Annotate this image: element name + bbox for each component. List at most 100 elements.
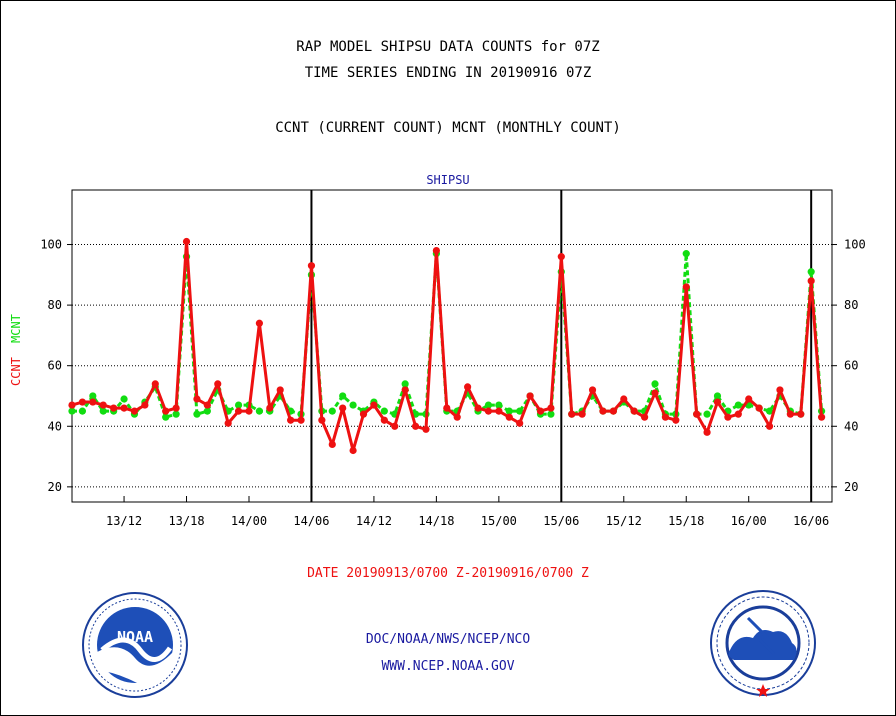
data-point-ccnt (287, 416, 295, 424)
y-tick-label-left: 100 (40, 238, 62, 252)
data-point-ccnt (464, 383, 472, 391)
x-tick-label: 15/12 (606, 514, 642, 528)
data-point-mcnt (380, 407, 388, 415)
data-point-mcnt (682, 250, 690, 258)
data-point-ccnt (651, 389, 659, 397)
data-point-ccnt (297, 416, 305, 424)
x-tick-label: 14/12 (356, 514, 392, 528)
x-tick-label: 15/18 (668, 514, 704, 528)
data-point-ccnt (786, 410, 794, 418)
data-point-ccnt (516, 419, 524, 427)
data-point-ccnt (276, 386, 284, 394)
data-point-ccnt (807, 277, 815, 285)
nws-logo (710, 590, 816, 697)
data-point-ccnt (817, 413, 826, 421)
data-point-mcnt (68, 407, 76, 415)
data-point-ccnt (568, 410, 576, 418)
data-point-ccnt (641, 413, 649, 421)
data-point-ccnt (661, 413, 670, 421)
data-point-ccnt (432, 246, 440, 255)
data-point-ccnt (536, 407, 545, 415)
data-point-ccnt (724, 413, 732, 421)
data-point-ccnt (703, 428, 711, 436)
data-point-mcnt (651, 380, 659, 388)
data-point-ccnt (370, 401, 378, 409)
data-point-mcnt (339, 392, 347, 400)
data-point-ccnt (110, 404, 118, 412)
noaa-logo-text: NOAA (117, 628, 153, 646)
data-point-ccnt (547, 404, 555, 412)
data-point-ccnt (672, 416, 680, 424)
data-point-ccnt (557, 253, 565, 261)
data-point-ccnt (484, 407, 493, 415)
y-tick-label-left: 80 (48, 298, 62, 312)
x-tick-label: 14/18 (418, 514, 454, 528)
data-point-ccnt (588, 386, 597, 394)
data-point-ccnt (755, 404, 763, 412)
y-tick-label-right: 40 (844, 419, 858, 433)
data-point-ccnt (391, 422, 399, 430)
data-point-ccnt (713, 398, 722, 406)
data-point-mcnt (99, 407, 107, 415)
y-tick-label-right: 80 (844, 298, 858, 312)
x-tick-label: 16/06 (793, 514, 829, 528)
data-point-ccnt (411, 422, 420, 430)
chart-title-line1: RAP MODEL SHIPSU DATA COUNTS for 07Z (296, 39, 600, 55)
data-point-mcnt (172, 410, 180, 418)
noaa-logo: NOAA (82, 592, 188, 698)
data-point-ccnt (245, 407, 253, 415)
series-line-ccnt (71, 239, 824, 453)
data-point-ccnt (349, 446, 357, 455)
data-point-ccnt (224, 419, 232, 427)
y-tick-label-left: 20 (48, 480, 62, 494)
data-point-ccnt (120, 404, 128, 412)
data-point-ccnt (380, 416, 388, 424)
data-point-mcnt (703, 410, 711, 418)
data-point-ccnt (141, 401, 149, 409)
data-point-mcnt (765, 407, 774, 415)
data-point-ccnt (99, 401, 107, 409)
data-point-ccnt (401, 386, 409, 394)
data-point-ccnt (193, 395, 201, 403)
series-layer (68, 237, 826, 455)
data-point-ccnt (693, 410, 701, 418)
org-line[interactable]: DOC/NOAA/NWS/NCEP/NCO (365, 632, 531, 647)
ylabel-ccnt: CCNT (9, 357, 23, 386)
data-point-ccnt (255, 319, 263, 327)
data-point-ccnt (578, 410, 586, 418)
data-point-ccnt (214, 380, 222, 388)
x-tick-label: 13/12 (106, 514, 142, 528)
website-link[interactable]: WWW.NCEP.NOAA.GOV (381, 659, 515, 674)
data-point-ccnt (130, 407, 139, 415)
data-point-ccnt (797, 410, 805, 418)
data-point-ccnt (68, 401, 76, 409)
data-point-ccnt (151, 380, 159, 388)
y-tick-label-right: 100 (844, 238, 866, 252)
data-point-ccnt (505, 413, 513, 421)
data-point-mcnt (495, 401, 503, 409)
data-point-ccnt (328, 440, 336, 449)
data-point-ccnt (682, 283, 690, 291)
data-point-ccnt (182, 237, 191, 246)
data-point-mcnt (255, 407, 263, 415)
y-tick-label-right: 20 (844, 480, 858, 494)
data-point-mcnt (203, 407, 211, 415)
data-point-ccnt (234, 407, 243, 415)
data-point-ccnt (266, 404, 274, 412)
data-point-ccnt (172, 404, 180, 412)
data-point-mcnt (484, 401, 493, 409)
data-point-mcnt (162, 413, 170, 421)
x-tick-label: 14/06 (293, 514, 329, 528)
data-point-mcnt (547, 410, 555, 418)
chart-subtitle: CCNT (CURRENT COUNT) MCNT (MONTHLY COUNT… (275, 120, 621, 136)
data-point-ccnt (734, 410, 742, 418)
data-point-mcnt (78, 407, 87, 415)
plot-title: SHIPSU (426, 173, 469, 187)
x-tick-label: 16/00 (731, 514, 767, 528)
y-tick-label-right: 60 (844, 359, 858, 373)
data-point-ccnt (443, 404, 451, 412)
data-point-ccnt (765, 422, 774, 430)
data-point-mcnt (807, 268, 815, 276)
data-point-mcnt (713, 392, 722, 400)
data-point-mcnt (89, 392, 97, 400)
